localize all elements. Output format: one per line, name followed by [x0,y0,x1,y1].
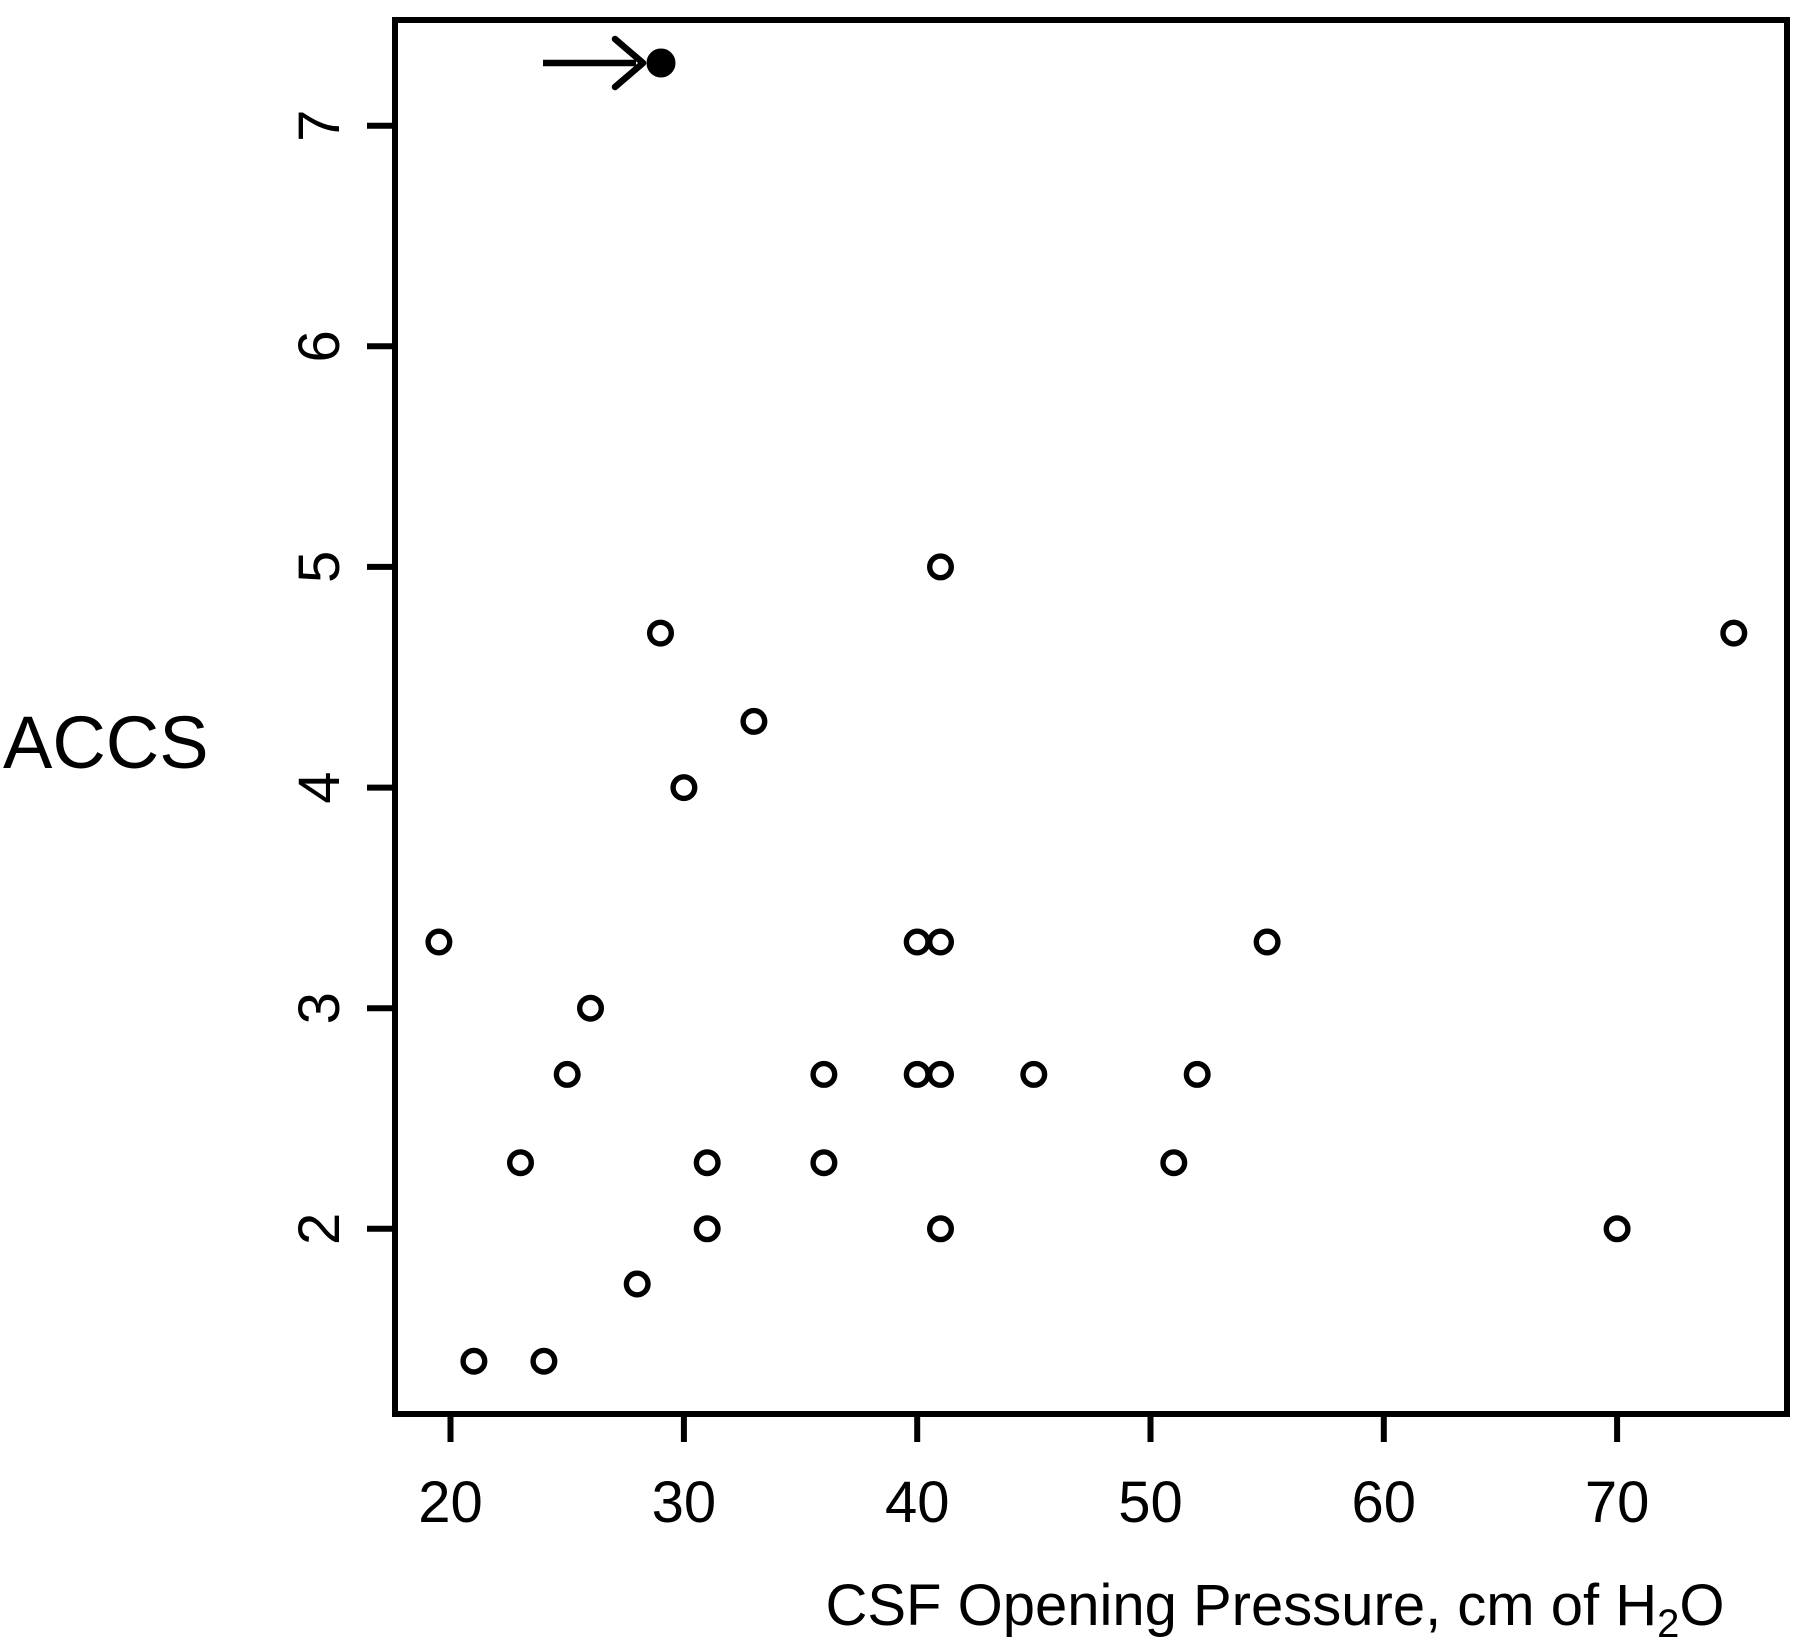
svg-text:6: 6 [287,330,352,362]
svg-text:7: 7 [287,110,352,142]
svg-text:CSF Opening Pressure, cm of H2: CSF Opening Pressure, cm of H2O [825,1573,1724,1644]
svg-text:70: 70 [1585,1470,1650,1535]
svg-text:4: 4 [287,771,352,803]
svg-text:60: 60 [1352,1470,1417,1535]
svg-text:50: 50 [1118,1470,1183,1535]
svg-text:5: 5 [287,551,352,583]
svg-text:20: 20 [418,1470,483,1535]
svg-text:3: 3 [287,992,352,1024]
svg-text:30: 30 [652,1470,717,1535]
svg-text:2: 2 [287,1213,352,1245]
svg-text:40: 40 [885,1470,950,1535]
svg-text:ACCS: ACCS [3,701,209,784]
